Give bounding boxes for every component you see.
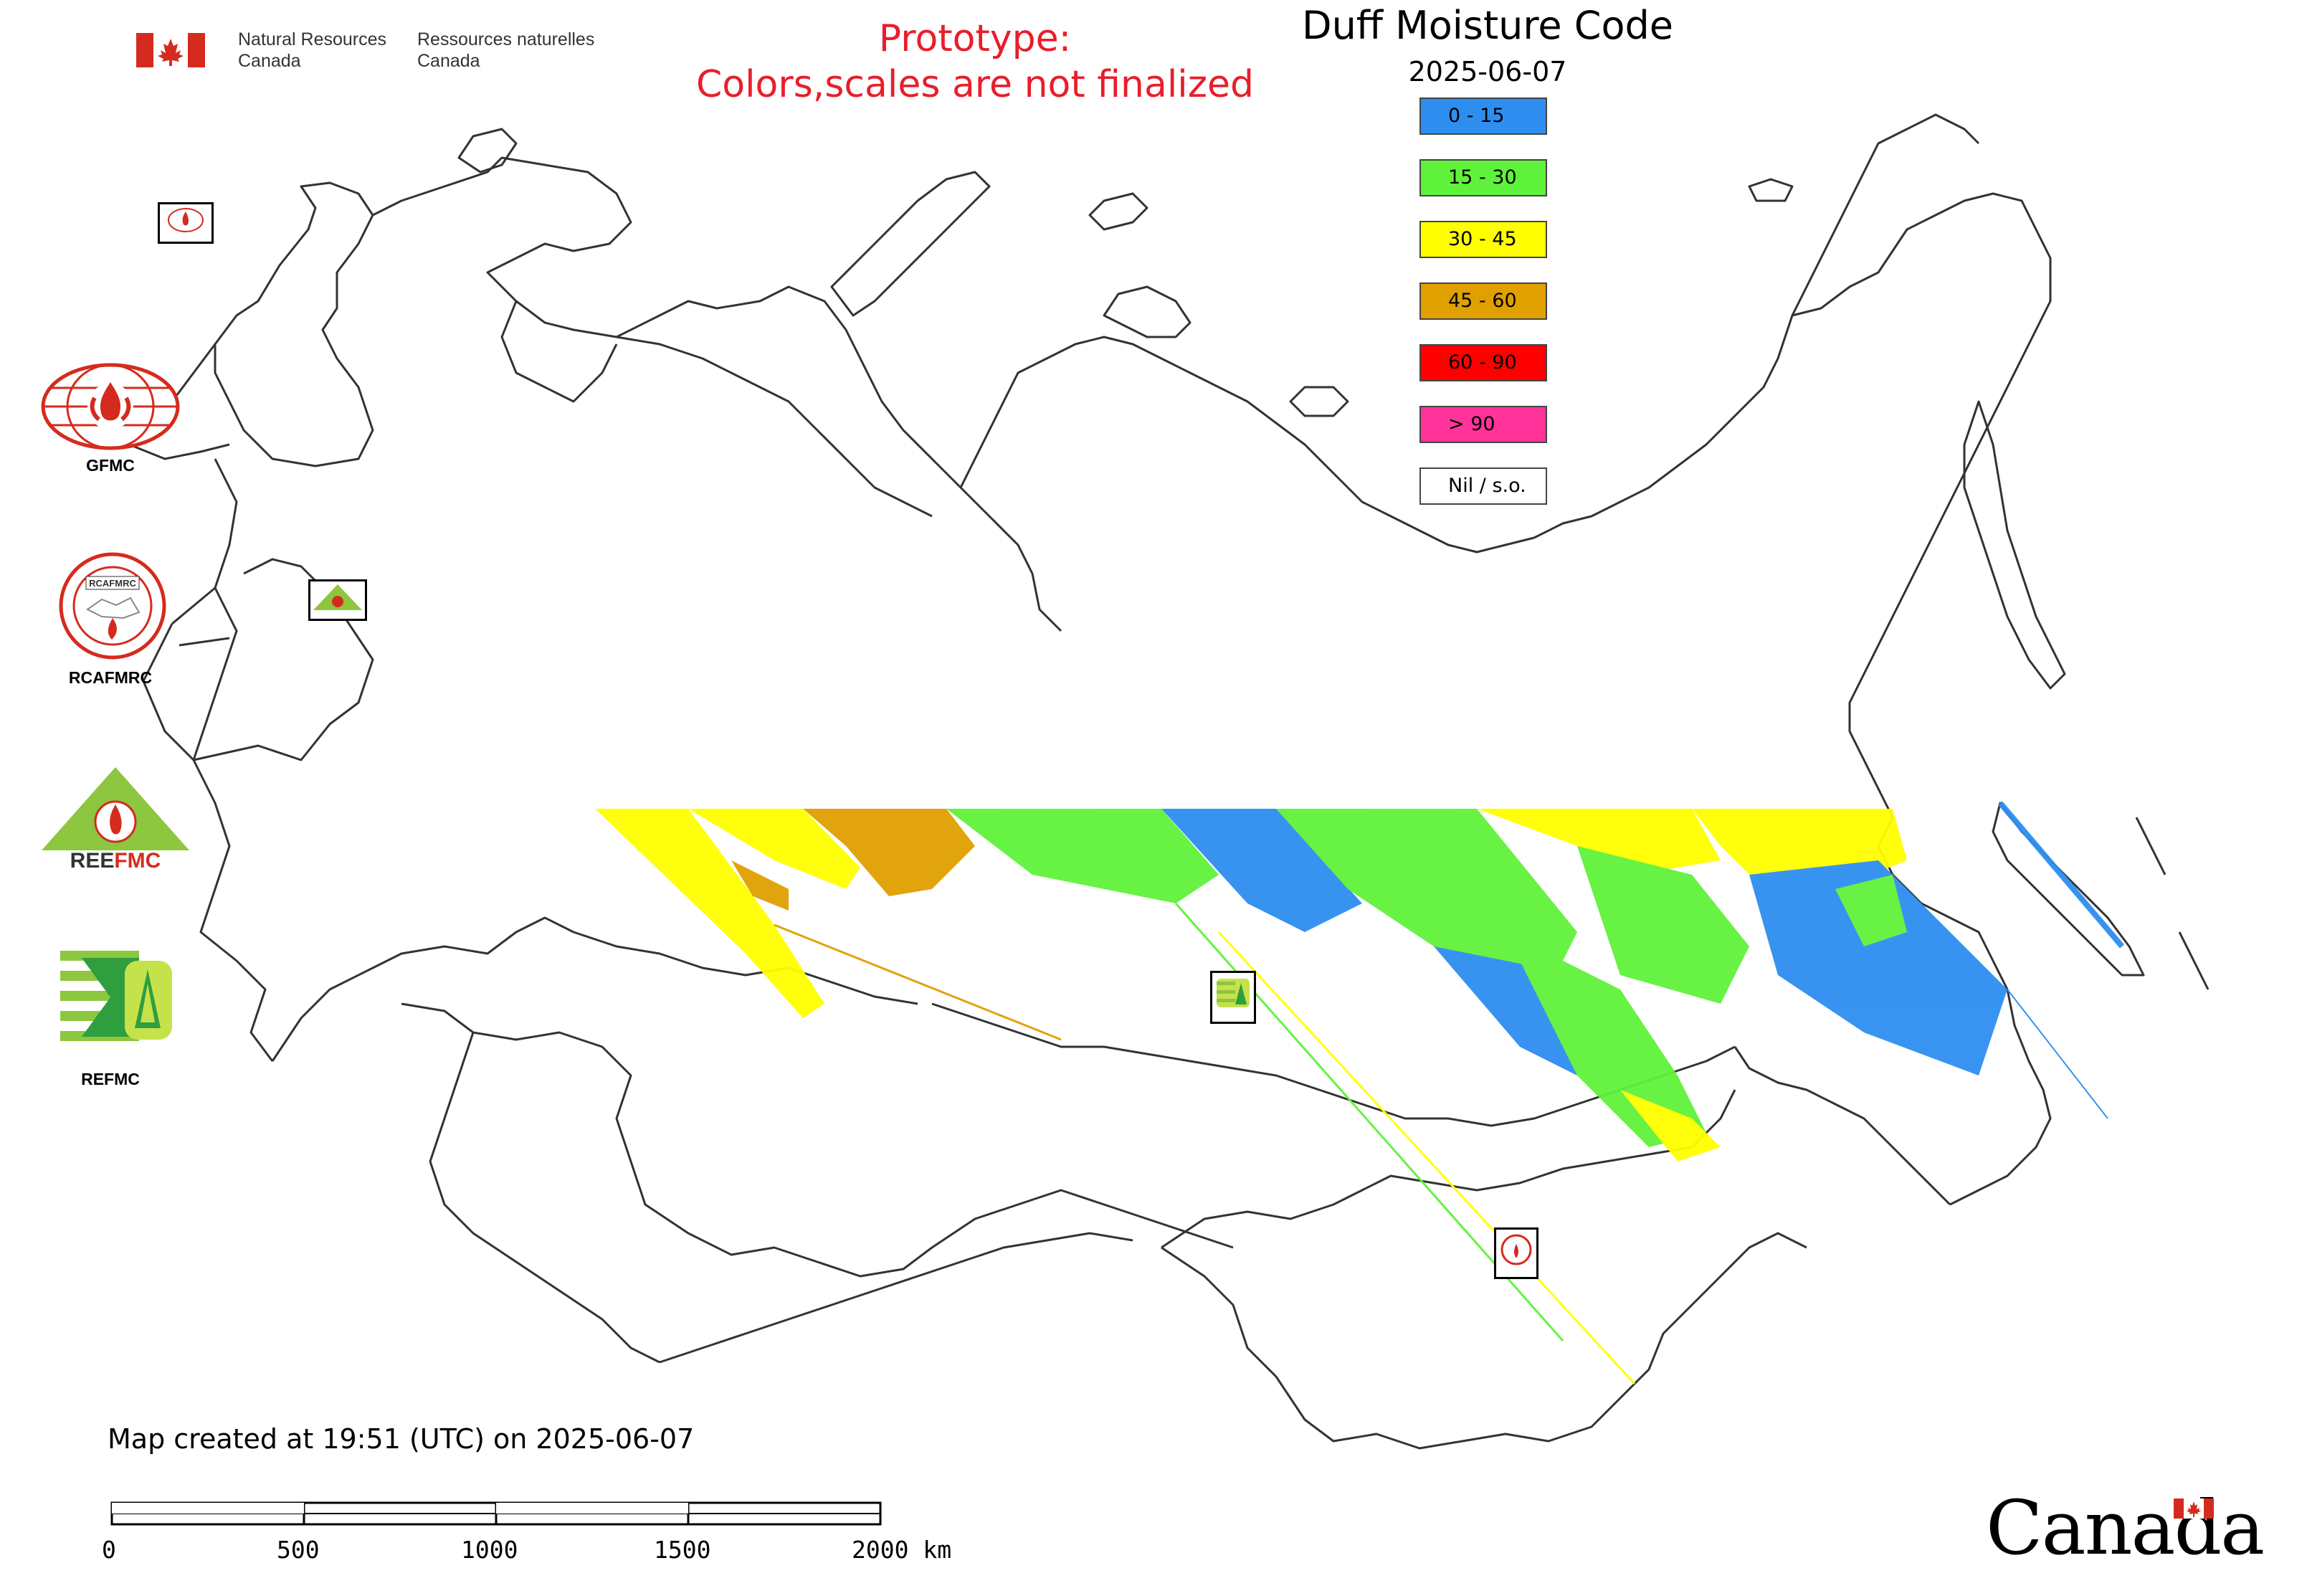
gfmc-map-marker [158, 202, 214, 244]
refmc-small-icon [1217, 979, 1250, 1007]
legend-item-30-45: 30 - 45 [1419, 221, 1547, 258]
reefmc-map-marker [308, 579, 367, 621]
scale-tick-500: 500 [277, 1536, 320, 1564]
legend-item-over-90: > 90 [1419, 406, 1547, 443]
legend-item-0-15: 0 - 15 [1419, 98, 1547, 135]
gfmc-logo-icon [41, 363, 180, 450]
dept-name-en-line2: Canada [238, 51, 301, 71]
legend-item-15-30: 15 - 30 [1419, 159, 1547, 196]
legend-label: 15 - 30 [1448, 166, 1517, 189]
svg-text:RCAFMRC: RCAFMRC [89, 578, 136, 589]
legend-label: 30 - 45 [1448, 228, 1517, 250]
reefmc-logo-icon: REEFMC [42, 767, 189, 872]
legend-label: 60 - 90 [1448, 351, 1517, 374]
scale-tick-0: 0 [102, 1536, 116, 1564]
refmc-logo-icon [60, 944, 172, 1051]
legend-label: 0 - 15 [1448, 105, 1505, 127]
dmc-data-overlay [595, 801, 2125, 1385]
gfmc-label: GFMC [86, 456, 135, 475]
map-borders [128, 113, 2210, 1450]
rcafmrc-label: RCAFMRC [68, 668, 153, 687]
map-title: Duff Moisture Code [1302, 3, 1673, 48]
scale-tick-2000-km: 2000 km [852, 1536, 952, 1564]
rcafmrc-small-icon [1500, 1234, 1532, 1265]
prototype-note-line1: Prototype: [878, 17, 1072, 60]
dept-name-fr-line1: Ressources naturelles [417, 29, 595, 49]
canada-wordmark-flag-icon [2174, 1498, 2214, 1519]
svg-text:REEFMC: REEFMC [70, 849, 161, 872]
scale-tick-1500: 1500 [654, 1536, 711, 1564]
prototype-note: Prototype: Colors,scales are not finaliz… [631, 16, 1319, 108]
canada-flag-icon [136, 33, 205, 67]
legend-item-nil: Nil / s.o. [1419, 467, 1547, 505]
government-signature: Natural Resources Canada Ressources natu… [136, 29, 595, 72]
dept-name-en: Natural Resources Canada [238, 29, 386, 72]
dept-name-fr: Ressources naturelles Canada [417, 29, 594, 72]
rcafmrc-logo-icon: RCAFMRC [59, 552, 166, 660]
map-created-timestamp: Map created at 19:51 (UTC) on 2025-06-07 [108, 1423, 695, 1455]
refmc-label: REFMC [81, 1070, 140, 1088]
dept-name-fr-line2: Canada [417, 51, 480, 71]
legend-item-60-90: 60 - 90 [1419, 344, 1547, 381]
canada-wordmark: Canada [1986, 1484, 2265, 1572]
scale-tick-1000: 1000 [461, 1536, 518, 1564]
gfmc-small-icon [168, 208, 204, 232]
dept-name-en-line1: Natural Resources [238, 29, 387, 49]
legend-label: Nil / s.o. [1448, 475, 1526, 497]
prototype-note-line2: Colors,scales are not finalized [695, 63, 1255, 106]
map-date: 2025-06-07 [1408, 56, 1567, 87]
scale-bar-graphic [110, 1501, 882, 1526]
reefmc-small-icon [313, 584, 362, 610]
canada-wordmark-text: Canada [1986, 1484, 2265, 1572]
refmc-map-marker [1210, 971, 1256, 1024]
legend-label: > 90 [1448, 413, 1495, 435]
legend-item-45-60: 45 - 60 [1419, 282, 1547, 320]
rcafmrc-map-marker [1494, 1227, 1538, 1279]
legend-label: 45 - 60 [1448, 290, 1517, 312]
